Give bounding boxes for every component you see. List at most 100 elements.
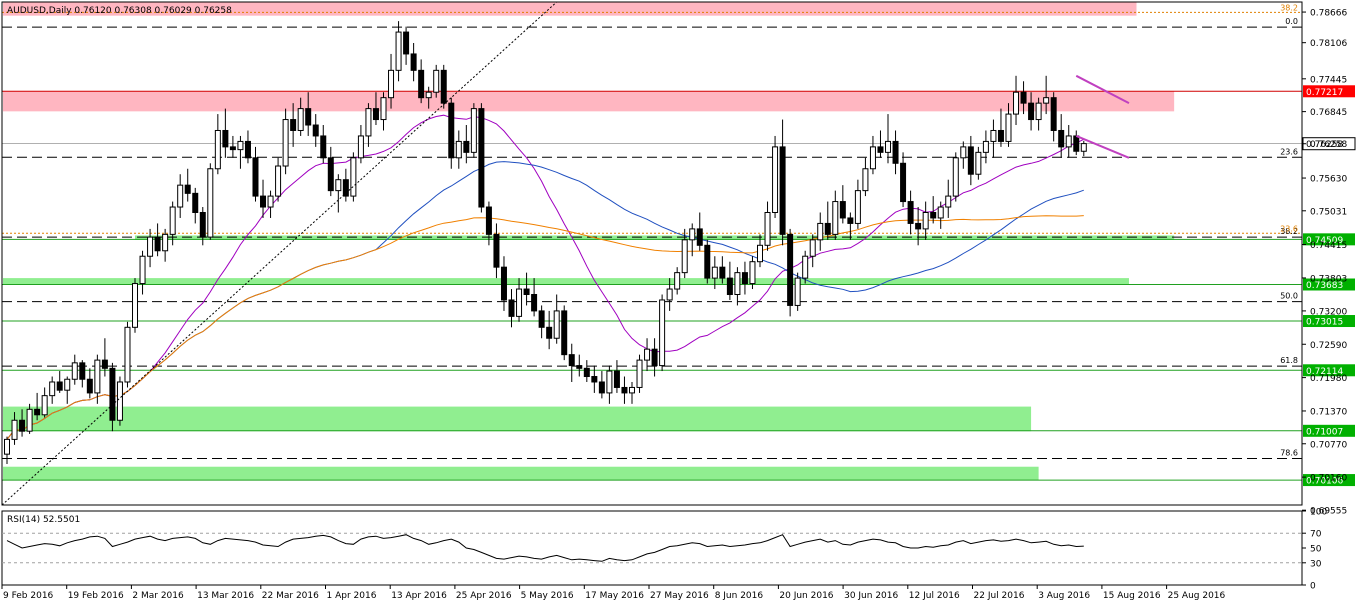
candle-body-85 [644,348,651,361]
time-tick-label-8: 5 May 2016 [521,591,574,601]
candle-body-51 [388,69,395,99]
candle-body-5 [41,395,48,416]
candle-body-76 [576,365,583,369]
candle-body-79 [598,381,605,394]
candle-body-17 [132,283,139,328]
price-tick-label-12: 0.71370 [1310,407,1347,417]
candle-body-93 [704,244,711,279]
rsi-line [6,534,1084,562]
candle-body-81 [613,370,620,388]
zone-green-4 [3,406,1032,432]
time-tick-label-2: 2 Mar 2016 [132,591,184,601]
candle-body-34 [260,195,267,208]
candle-body-136 [1028,102,1035,121]
chart-title: AUDUSD,Daily 0.76120 0.76308 0.76029 0.7… [7,6,232,16]
candle-body-82 [621,386,628,394]
candle-body-88 [666,288,673,301]
candle-body-9 [71,362,78,380]
price-tick-label-5: 0.75630 [1310,175,1347,185]
fib-orange-label-0: 38.2 [1280,3,1298,12]
candle-body-48 [365,108,372,137]
time-tick-label-11: 8 Jun 2016 [715,591,764,601]
candle-body-70 [531,294,538,312]
price-tick-label-0: 0.78666 [1310,9,1347,19]
time-tick-label-4: 22 Mar 2016 [262,591,319,601]
levels-layer [2,11,1302,481]
candle-body-97 [734,272,741,296]
price-tick-label-11: 0.71980 [1310,374,1347,384]
candle-body-107 [809,239,816,257]
candle-body-43 [327,157,334,192]
candle-body-28 [214,129,221,170]
zone-red-1 [3,91,1175,112]
rsi-panel: RSI(14) 52.5501 100 70 50 30 0 [2,508,1327,592]
candle-body-87 [659,299,666,367]
candle-body-115 [869,146,876,170]
candle-body-37 [282,119,289,167]
candle-body-134 [1013,91,1020,115]
candle-body-118 [892,140,899,164]
candle-body-62 [470,108,477,153]
level-label-2: 0.73683 [1306,281,1343,291]
candle-body-65 [493,233,500,268]
candle-body-33 [252,157,259,197]
candle-body-38 [290,119,297,131]
zone-green-2 [135,235,1175,240]
candle-body-124 [937,206,944,219]
zone-green-5 [3,466,1039,481]
rsi-tick-label-1: 70 [1310,530,1322,540]
candle-body-90 [681,239,688,274]
candle-body-131 [990,129,997,142]
time-tick-label-16: 3 Aug 2016 [1038,591,1090,601]
candle-body-94 [711,266,718,279]
candle-body-15 [116,381,123,421]
price-tick-label-10: 0.72590 [1310,341,1347,351]
candle-body-98 [741,272,748,285]
candle-body-113 [854,190,861,224]
candle-body-68 [516,288,523,317]
price-tick-label-9: 0.73200 [1310,307,1347,317]
candle-body-44 [335,179,342,192]
candle-body-72 [546,326,553,339]
time-tick-label-14: 12 Jul 2016 [909,591,960,601]
zones-layer [3,2,1175,481]
rsi-tick-label-4: 0 [1310,582,1316,592]
price-tick-label-3: 0.76845 [1310,108,1347,118]
candle-body-103 [779,146,786,235]
candle-body-52 [395,31,402,71]
level-label-box-1 [1303,233,1355,246]
candle-body-137 [1035,102,1042,121]
candle-body-74 [561,310,568,356]
trendline [1,1,558,506]
candle-body-140 [1058,129,1065,148]
candle-body-132 [997,129,1004,142]
zone-green-3 [3,278,1129,285]
candle-body-31 [237,140,244,151]
fib-label-1: 23.6 [1280,147,1298,156]
candle-body-30 [229,146,236,151]
candle-body-135 [1020,91,1027,104]
candle-body-101 [764,211,771,246]
candle-body-77 [583,367,590,378]
price-axis: 0.77217 0.74509 0.73683 0.73015 0.72114 0.710… [1,1,1356,586]
candle-body-143 [1080,143,1087,152]
time-tick-label-9: 17 May 2016 [585,591,644,601]
candle-body-73 [553,310,560,339]
ma-line-100 [6,215,1084,440]
time-tick-label-3: 13 Mar 2016 [197,591,254,601]
candle-body-99 [749,261,756,285]
fib-label-4: 61.8 [1280,356,1298,365]
candle-body-92 [696,228,703,246]
candle-body-78 [591,376,598,383]
channel-lower [1075,135,1130,159]
candle-body-2 [19,419,26,432]
candle-body-61 [463,140,470,153]
candle-body-20 [154,236,161,252]
level-label-box-0 [1303,85,1355,98]
candle-body-105 [794,277,801,306]
time-tick-label-7: 25 Apr 2016 [456,591,512,601]
current-price-label: 0.76258 [1306,140,1343,150]
candle-body-54 [410,53,417,71]
candle-body-95 [719,266,726,279]
candle-body-42 [320,135,327,159]
